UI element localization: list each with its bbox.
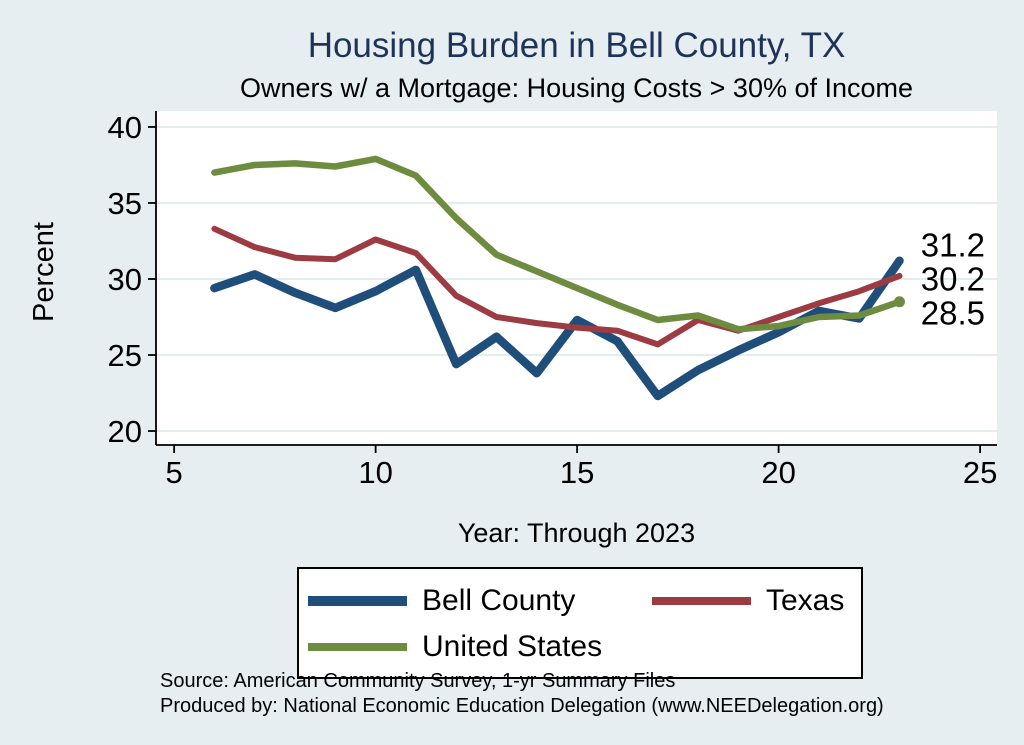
line-chart-plot: 20 25 30 35 40 5 10 15 20 25 31.230.228.5 [108,110,998,490]
y-tick-label-25: 25 [108,338,142,373]
series-line-united-states [211,155,903,333]
end-value-label-28.5: 28.5 [921,294,985,331]
end-marker-united-states [893,296,905,308]
end-value-label-30.2: 30.2 [921,260,985,297]
legend-item-bell-county: Bell County [308,584,652,618]
legend-item-united-states: United States [308,630,652,664]
y-tick-label-20: 20 [108,414,142,449]
x-tick-label-15: 15 [560,455,594,490]
y-tick-label-40: 40 [108,110,142,145]
end-value-label-31.2: 31.2 [921,226,985,263]
x-axis-title: Year: Through 2023 [457,518,696,548]
legend-swatch-united-states [308,643,407,651]
legend-label-bell-county: Bell County [422,584,576,617]
y-tick-label-35: 35 [108,186,142,221]
x-tick-label-20: 20 [761,455,795,490]
series-line-texas [211,225,903,348]
x-tick-label-10: 10 [358,455,392,490]
source-note: Source: American Community Survey, 1-yr … [160,669,884,719]
producer-line: Produced by: National Economic Education… [160,695,884,717]
legend-swatch-bell-county [308,596,407,606]
y-tick-label-30: 30 [108,262,142,297]
legend-item-texas: Texas [652,584,851,618]
chart-subtitle: Owners w/ a Mortgage: Housing Costs > 30… [239,73,914,103]
source-line: Source: American Community Survey, 1-yr … [160,670,676,692]
x-tick-label-25: 25 [963,455,997,490]
chart-title: Housing Burden in Bell County, TX [307,26,846,65]
chart-subtitle-wrap: Owners w/ a Mortgage: Housing Costs > 30… [156,73,997,104]
y-axis-title: Percent [28,222,60,322]
legend: Bell County Texas United States [297,567,863,679]
legend-swatch-texas [652,597,751,605]
series-line-bell-county [210,256,904,401]
legend-label-texas: Texas [766,584,845,617]
legend-label-united-states: United States [422,630,603,663]
x-tick-label-5: 5 [166,455,183,490]
